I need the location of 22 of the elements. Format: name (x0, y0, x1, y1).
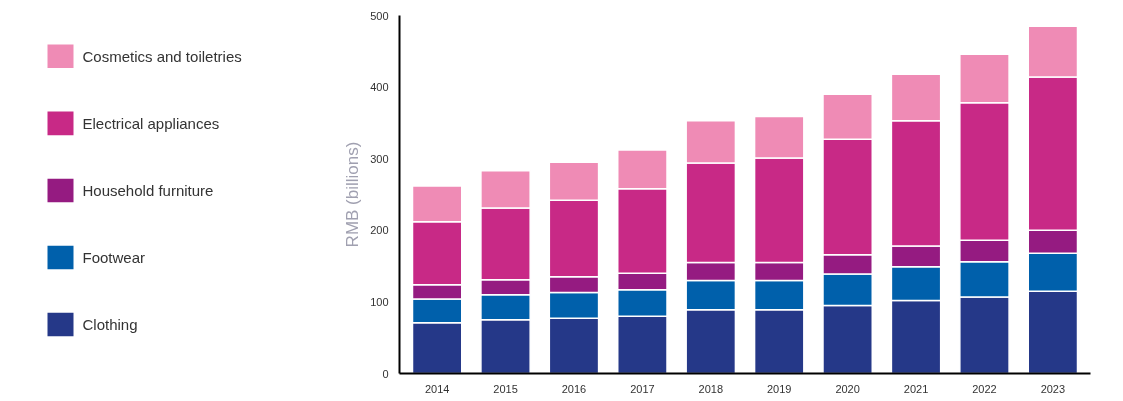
legend-label: Cosmetics and toiletries (82, 47, 242, 65)
x-tick-label: 2014 (424, 382, 450, 395)
y-tick-label: 100 (370, 295, 389, 308)
x-tick-label: 2022 (972, 382, 997, 395)
y-tick-label: 500 (370, 9, 389, 22)
y-axis-title: RMB (billions) (343, 141, 363, 248)
y-tick-label: 0 (382, 367, 389, 380)
x-tick-label: 2021 (903, 382, 929, 395)
y-tick-label: 300 (370, 152, 389, 165)
y-tick-label: 400 (370, 81, 389, 94)
x-tick-label: 2018 (698, 382, 724, 395)
legend-label: Electrical appliances (82, 114, 220, 132)
x-tick-label: 2023 (1040, 382, 1066, 395)
y-tick-label: 200 (370, 224, 389, 237)
legend-label: Household furniture (82, 181, 214, 199)
legend-label: Footwear (82, 248, 146, 266)
x-tick-label: 2017 (630, 382, 655, 395)
x-tick-label: 2019 (766, 382, 792, 395)
x-tick-label: 2015 (493, 382, 518, 395)
x-tick-label: 2020 (835, 382, 860, 395)
legend-label: Clothing (82, 316, 138, 334)
x-tick-label: 2016 (561, 382, 587, 395)
